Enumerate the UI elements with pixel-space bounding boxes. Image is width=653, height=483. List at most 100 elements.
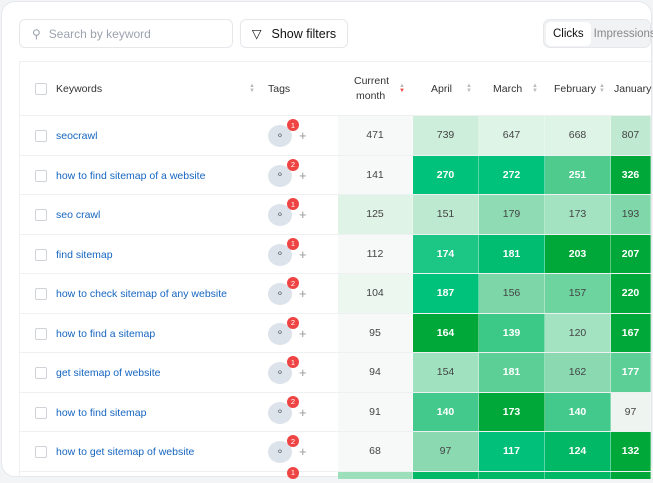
add-tag-icon[interactable]: + [299, 325, 307, 341]
table-body: seocrawl ⚬ 1 + 471 739 647 668 807 how to fi… [20, 116, 651, 479]
current-month-cell: 94 [338, 353, 413, 392]
current-month-cell: 141 [338, 155, 413, 194]
add-tag-icon[interactable]: + [299, 246, 307, 262]
tag-button[interactable]: ⚬ [268, 283, 292, 305]
sort-icon[interactable]: ▲ ▼ [532, 83, 538, 94]
month-value-cell: 132 [611, 432, 651, 471]
month-value-cell: 164 [413, 313, 479, 352]
sort-desc-icon[interactable]: ▲ ▼ [399, 83, 405, 94]
row-checkbox[interactable] [35, 446, 47, 458]
tag-button[interactable]: ⚬ [268, 401, 292, 424]
month-value-cell: 167 [611, 313, 651, 352]
current-month-cell: 125 [338, 195, 413, 234]
month-value-cell: 140 [413, 392, 479, 431]
tag-button[interactable]: ⚬ [268, 125, 292, 147]
keyword-link[interactable]: seo crawl [56, 209, 101, 221]
keyword-link[interactable]: how to find sitemap [56, 406, 147, 419]
show-filters-label: Show filters [271, 26, 337, 41]
keyword-link[interactable]: find sitemap [56, 248, 113, 261]
month-value-cell: 140 [545, 392, 611, 431]
row-checkbox[interactable] [35, 327, 47, 340]
month-value-cell: 156 [479, 274, 545, 313]
sort-icon[interactable]: ▲ ▼ [249, 83, 255, 94]
keyword-link[interactable]: how to check sitemap of any website [56, 288, 228, 300]
add-tag-icon[interactable]: + [299, 167, 307, 183]
header-february[interactable]: February [554, 83, 597, 95]
search-input[interactable]: ⚲ Search by keyword [19, 19, 233, 48]
month-value-cell: 139 [479, 313, 545, 352]
search-placeholder: Search by keyword [48, 26, 151, 41]
header-january[interactable]: January [614, 83, 652, 95]
add-tag-icon[interactable]: + [299, 404, 307, 420]
tag-count-badge: 1 [287, 356, 299, 368]
keyword-link[interactable]: how to find sitemap of a website [56, 169, 206, 182]
current-month-cell [338, 471, 413, 479]
tag-icon: ⚬ [275, 288, 285, 300]
keyword-link[interactable]: how to find a sitemap [56, 327, 156, 340]
current-month-cell: 112 [338, 234, 413, 273]
month-value-cell: 162 [545, 353, 611, 392]
add-tag-icon[interactable]: + [299, 286, 307, 301]
row-checkbox[interactable] [35, 130, 47, 142]
month-value-cell: 173 [545, 195, 611, 234]
tag-button[interactable]: ⚬ [268, 204, 292, 226]
month-value-cell: 154 [413, 353, 479, 392]
filter-icon: ▽ [251, 27, 262, 41]
header-keywords[interactable]: Keywords [56, 83, 103, 95]
tag-count-badge: 1 [287, 119, 299, 131]
add-tag-icon[interactable]: + [299, 444, 307, 459]
sort-icon[interactable]: ▲ ▼ [599, 83, 605, 94]
keyword-link[interactable]: get sitemap of website [56, 367, 161, 379]
header-current-month[interactable]: Current [354, 75, 389, 87]
tag-count-badge: 2 [287, 435, 299, 447]
tag-icon: ⚬ [275, 407, 285, 418]
month-value-cell: 120 [545, 313, 611, 352]
add-tag-icon[interactable]: + [299, 128, 307, 143]
table-row-partial: 1 [20, 466, 651, 479]
month-value-cell: 251 [545, 155, 611, 194]
keyword-link[interactable]: how to get sitemap of website [56, 446, 195, 458]
month-value-cell [479, 471, 545, 479]
month-value-cell: 193 [611, 195, 651, 234]
select-all-checkbox[interactable] [35, 83, 47, 95]
month-value-cell [611, 471, 651, 479]
tag-button[interactable]: ⚬ [268, 362, 292, 384]
month-value-cell: 174 [413, 234, 479, 273]
row-checkbox[interactable] [35, 288, 47, 300]
month-value-cell [545, 471, 611, 479]
tab-impressions[interactable]: Impressions [593, 27, 653, 40]
tag-button[interactable]: ⚬ [268, 441, 292, 463]
row-checkbox[interactable] [35, 169, 47, 182]
month-value-cell: 270 [413, 155, 479, 194]
sort-icon[interactable]: ▲ ▼ [466, 83, 472, 94]
row-checkbox[interactable] [35, 406, 47, 419]
tag-button[interactable]: ⚬ [268, 322, 292, 345]
table-row: get sitemap of website ⚬ 1 + 94 154 181 162… [20, 353, 651, 393]
header-april[interactable]: April [431, 83, 453, 95]
month-value-cell: 173 [479, 392, 545, 431]
show-filters-button[interactable]: ▽ Show filters [240, 19, 348, 48]
tag-icon: ⚬ [275, 209, 285, 221]
current-month-cell: 68 [338, 432, 413, 471]
header-march[interactable]: March [493, 83, 523, 95]
tag-icon: ⚬ [275, 446, 285, 458]
month-value-cell: 739 [413, 116, 479, 155]
add-tag-icon[interactable]: + [299, 207, 307, 222]
row-checkbox[interactable] [35, 248, 47, 261]
row-checkbox[interactable] [35, 367, 47, 379]
tab-clicks[interactable]: Clicks [546, 21, 591, 46]
tag-icon: ⚬ [275, 328, 285, 339]
tag-button[interactable]: ⚬ [268, 164, 292, 187]
month-value-cell: 807 [611, 116, 651, 155]
tag-icon: ⚬ [275, 249, 285, 260]
table-row: seocrawl ⚬ 1 + 471 739 647 668 807 [20, 116, 651, 156]
header-current-line1: Current [354, 75, 390, 87]
row-checkbox[interactable] [35, 209, 47, 221]
keyword-link[interactable]: seocrawl [56, 130, 98, 142]
month-value-cell [413, 471, 479, 479]
month-value-cell: 181 [479, 353, 545, 392]
add-tag-icon[interactable]: + [299, 365, 307, 380]
table-row: how to find sitemap of a website ⚬ 2 + 1… [20, 155, 651, 195]
tag-button[interactable]: ⚬ [268, 243, 292, 266]
